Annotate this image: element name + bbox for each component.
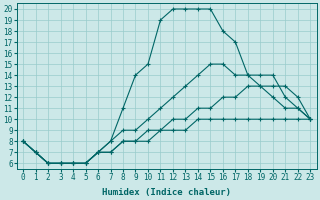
X-axis label: Humidex (Indice chaleur): Humidex (Indice chaleur) (102, 188, 231, 197)
